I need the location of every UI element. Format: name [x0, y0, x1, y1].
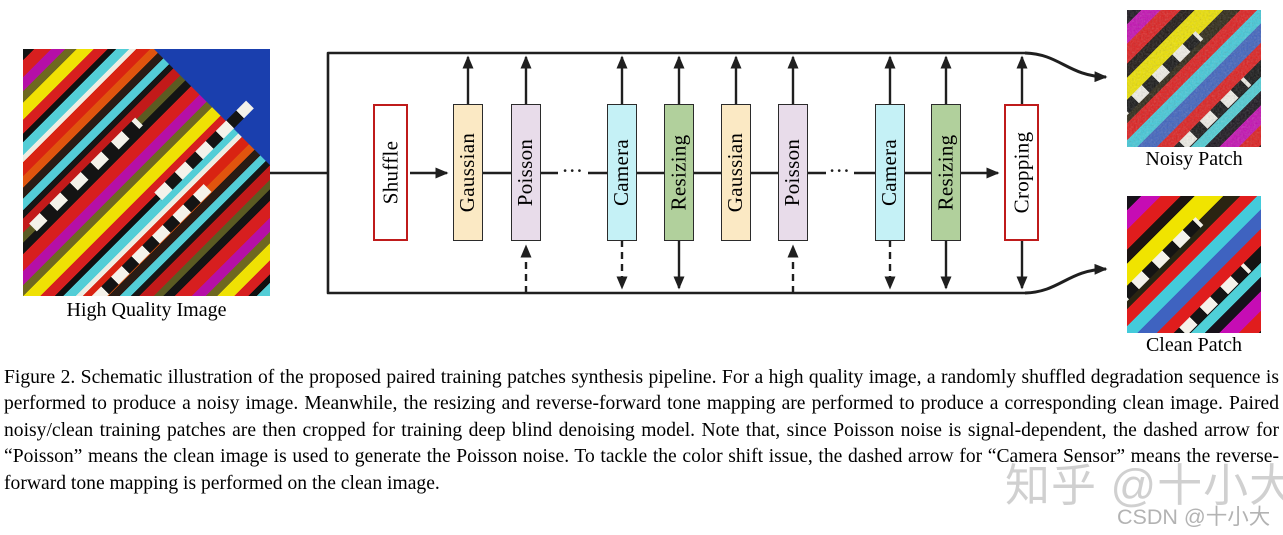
pipeline-box-gaussian-1: Gaussian: [453, 104, 483, 241]
pipeline-box-label: Cropping: [1009, 131, 1034, 214]
pipeline-box-resizing-1: Resizing: [664, 104, 694, 241]
high-quality-image-label: High Quality Image: [66, 299, 227, 321]
high-quality-image: [23, 49, 270, 296]
noise-overlay: [1127, 10, 1261, 147]
poisson-dashed-arrows: [520, 244, 799, 293]
pipeline-box-label: Shuffle: [378, 140, 403, 205]
figure-caption: Figure 2. Schematic illustration of the …: [4, 367, 1279, 494]
camera-dashed-arrows: [616, 240, 896, 290]
pipeline-box-cropping: Cropping: [1004, 104, 1039, 241]
pipeline-box-camera-1: Camera: [607, 104, 637, 241]
pipeline-box-poisson-2: Poisson: [778, 104, 808, 241]
clean-patch-label: Clean Patch: [1145, 334, 1243, 356]
arrow-to-noisy-patch: [1024, 51, 1108, 83]
down-arrows: [673, 240, 1028, 290]
dash-texture: [1127, 217, 1204, 310]
pipeline-box-camera-2: Camera: [875, 104, 905, 241]
pipeline-box-label: Resizing: [933, 134, 958, 211]
dash-texture: [29, 117, 143, 232]
pipeline-box-label: Gaussian: [723, 132, 748, 213]
pipeline-box-label: Gaussian: [455, 132, 480, 213]
dash-texture: [1158, 263, 1252, 333]
pipeline-box-gaussian-2: Gaussian: [721, 104, 751, 241]
pipeline-connectors: [270, 51, 1108, 295]
pipeline-box-label: Camera: [877, 138, 902, 207]
pipeline-box-resizing-2: Resizing: [931, 104, 961, 241]
up-arrows: [462, 55, 1028, 105]
pipeline-box-label: Poisson: [780, 138, 805, 207]
ellipsis-1: ···: [562, 161, 584, 180]
pipeline-box-label: Resizing: [666, 134, 691, 211]
pipeline-box-shuffle: Shuffle: [373, 104, 408, 241]
ellipsis-2: ···: [829, 161, 851, 180]
pipeline-box-label: Poisson: [513, 138, 538, 207]
csdn-watermark: CSDN @十小大: [1117, 505, 1271, 529]
noisy-patch-image: [1127, 10, 1261, 147]
arrow-to-clean-patch: [1024, 263, 1108, 295]
noisy-patch-label: Noisy Patch: [1145, 148, 1243, 170]
zhihu-watermark: 知乎 @十小大: [1005, 460, 1283, 511]
dash-texture: [90, 184, 212, 296]
pipeline-box-poisson-1: Poisson: [511, 104, 541, 241]
sky-region: [153, 49, 270, 166]
pipeline-box-label: Camera: [609, 138, 634, 207]
clean-patch-image: [1127, 196, 1261, 333]
